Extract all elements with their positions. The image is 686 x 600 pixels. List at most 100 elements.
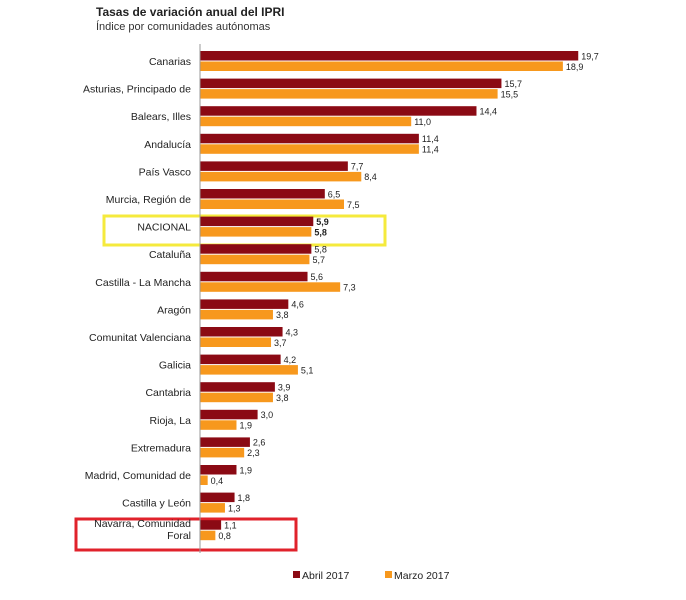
value-label-abril-2017-navarra-comunidad-foral: 1,1 — [224, 520, 237, 530]
value-label-marzo-2017-rioja-la: 1,9 — [239, 421, 252, 431]
bar-marzo-2017-galicia — [200, 365, 298, 375]
value-label-marzo-2017-andalucia: 11,4 — [422, 145, 439, 155]
value-label-marzo-2017-comunitat-valenciana: 3,7 — [274, 338, 287, 348]
legend: Abril 2017 Marzo 2017 — [293, 570, 450, 582]
category-label-aragon: Aragón — [157, 304, 191, 316]
value-label-marzo-2017-extremadura: 2,3 — [247, 448, 260, 458]
bar-marzo-2017-extremadura — [200, 447, 245, 458]
bar-abril-2017-cataluna — [200, 244, 312, 254]
category-label-castilla-la-mancha: Castilla - La Mancha — [95, 277, 191, 289]
bar-abril-2017-aragon — [200, 299, 289, 309]
category-label-asturias-principado-de: Asturias, Principado de — [83, 84, 191, 96]
bar-marzo-2017-castilla-y-leon — [200, 503, 225, 513]
bar-abril-2017-pais-vasco — [200, 161, 348, 171]
value-label-abril-2017-cantabria: 3,9 — [278, 382, 291, 392]
value-label-abril-2017-comunitat-valenciana: 4,3 — [286, 327, 299, 337]
value-label-marzo-2017-castilla-la-mancha: 7,3 — [343, 283, 356, 293]
bar-abril-2017-castilla-la-mancha — [200, 271, 308, 282]
value-label-marzo-2017-balears-illes: 11,0 — [414, 117, 431, 127]
category-label-castilla-y-leon: Castilla y León — [122, 498, 191, 510]
category-label-canarias: Canarias — [149, 56, 191, 68]
value-label-marzo-2017-pais-vasco: 8,4 — [364, 172, 377, 182]
bar-abril-2017-extremadura — [200, 437, 250, 447]
category-label-navarra-comunidad-foral: Navarra, Comunidad Foral — [94, 518, 191, 542]
bar-marzo-2017-navarra-comunidad-foral — [200, 530, 216, 541]
value-label-abril-2017-balears-illes: 14,4 — [479, 106, 497, 116]
bar-marzo-2017-asturias-principado-de — [200, 89, 498, 99]
value-label-abril-2017-nacional: 5,9 — [316, 217, 329, 227]
bar-marzo-2017-madrid-comunidad-de — [200, 475, 208, 485]
bars — [200, 51, 579, 541]
value-label-marzo-2017-castilla-y-leon: 1,3 — [228, 503, 241, 513]
category-label-murcia-region-de: Murcia, Región de — [106, 194, 191, 206]
category-label-extremadura: Extremadura — [131, 442, 191, 454]
value-label-marzo-2017-navarra-comunidad-foral: 0,8 — [218, 531, 231, 541]
category-label-balears-illes: Balears, Illes — [131, 111, 191, 123]
value-label-abril-2017-asturias-principado-de: 15,7 — [504, 79, 522, 89]
value-label-marzo-2017-murcia-region-de: 7,5 — [347, 200, 360, 210]
legend-label-abril-2017: Abril 2017 — [302, 570, 349, 582]
bar-abril-2017-rioja-la — [200, 409, 258, 420]
category-labels: Canarias Asturias, Principado de Balears, … — [83, 56, 191, 542]
bar-marzo-2017-comunitat-valenciana — [200, 337, 272, 347]
highlight-box-navarra-comunidad-foral — [74, 517, 298, 552]
value-label-abril-2017-rioja-la: 3,0 — [261, 410, 274, 420]
legend-swatch-abril-2017 — [293, 571, 300, 578]
legend-label-marzo-2017: Marzo 2017 — [394, 570, 450, 582]
bar-abril-2017-cantabria — [200, 382, 275, 392]
value-label-abril-2017-castilla-la-mancha: 5,6 — [311, 272, 324, 282]
bar-marzo-2017-castilla-la-mancha — [200, 282, 341, 292]
bar-abril-2017-castilla-y-leon — [200, 492, 235, 503]
value-label-abril-2017-aragon: 4,6 — [291, 300, 304, 310]
category-label-galicia: Galicia — [159, 360, 191, 372]
bar-marzo-2017-murcia-region-de — [200, 199, 344, 209]
value-label-abril-2017-castilla-y-leon: 1,8 — [238, 493, 251, 503]
value-label-marzo-2017-nacional: 5,8 — [314, 227, 327, 237]
bar-abril-2017-navarra-comunidad-foral — [200, 520, 222, 530]
chart-subtitle: Índice por comunidades autónomas — [96, 20, 271, 33]
value-label-marzo-2017-asturias-principado-de: 15,5 — [501, 89, 519, 99]
bar-marzo-2017-nacional — [200, 227, 312, 237]
bar-marzo-2017-aragon — [200, 309, 273, 320]
category-label-pais-vasco: País Vasco — [139, 166, 191, 178]
category-label-comunitat-valenciana: Comunitat Valenciana — [89, 332, 191, 344]
value-label-abril-2017-murcia-region-de: 6,5 — [328, 189, 341, 199]
value-label-marzo-2017-cataluna: 5,7 — [312, 255, 325, 265]
bar-abril-2017-comunitat-valenciana — [200, 327, 283, 337]
value-label-abril-2017-pais-vasco: 7,7 — [351, 162, 364, 172]
value-label-marzo-2017-aragon: 3,8 — [276, 310, 289, 320]
bar-marzo-2017-andalucia — [200, 144, 419, 154]
value-label-marzo-2017-madrid-comunidad-de: 0,4 — [211, 476, 224, 486]
bar-marzo-2017-pais-vasco — [200, 171, 362, 182]
bar-abril-2017-nacional — [200, 216, 314, 227]
bar-abril-2017-asturias-principado-de — [200, 78, 502, 89]
value-label-marzo-2017-canarias: 18,9 — [566, 62, 584, 72]
chart-title: Tasas de variación anual del IPRI — [96, 5, 285, 19]
value-label-marzo-2017-galicia: 5,1 — [301, 365, 314, 375]
value-label-abril-2017-galicia: 4,2 — [284, 355, 297, 365]
value-label-abril-2017-extremadura: 2,6 — [253, 438, 266, 448]
value-label-abril-2017-madrid-comunidad-de: 1,9 — [239, 465, 252, 475]
bar-abril-2017-canarias — [200, 51, 579, 61]
bar-abril-2017-galicia — [200, 354, 281, 365]
bar-marzo-2017-cataluna — [200, 254, 310, 265]
value-label-abril-2017-andalucia: 11,4 — [422, 134, 439, 144]
category-label-rioja-la: Rioja, La — [150, 415, 192, 427]
bar-marzo-2017-balears-illes — [200, 116, 412, 127]
bar-abril-2017-murcia-region-de — [200, 189, 325, 199]
category-label-nacional: NACIONAL — [137, 222, 191, 234]
bar-marzo-2017-cantabria — [200, 392, 273, 403]
value-label-abril-2017-canarias: 19,7 — [581, 51, 599, 61]
category-label-cantabria: Cantabria — [145, 387, 191, 399]
value-label-abril-2017-cataluna: 5,8 — [314, 244, 327, 254]
value-label-marzo-2017-cantabria: 3,8 — [276, 393, 289, 403]
category-label-andalucia: Andalucía — [144, 139, 191, 151]
legend-swatch-marzo-2017 — [385, 571, 392, 578]
value-labels: 19,718,9 15,715,5 14,4 11,0 11,411,4 7,78,4 6,… — [211, 51, 599, 541]
bar-marzo-2017-canarias — [200, 61, 563, 71]
bar-abril-2017-andalucia — [200, 133, 419, 144]
category-label-cataluna: Cataluña — [149, 249, 191, 261]
category-label-madrid-comunidad-de: Madrid, Comunidad de — [85, 470, 191, 482]
bar-abril-2017-balears-illes — [200, 106, 477, 116]
